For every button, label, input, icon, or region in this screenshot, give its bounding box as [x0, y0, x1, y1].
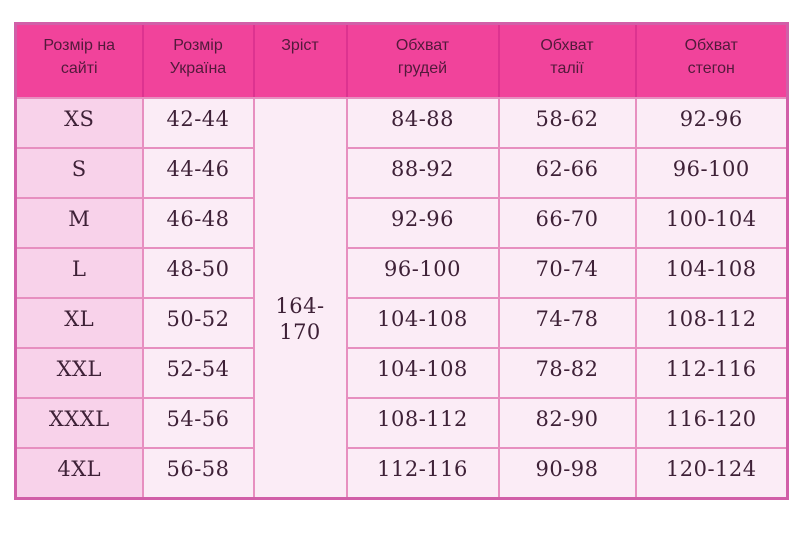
size-chart-table: Розмір на сайті Розмір Україна Зріст Обх… — [14, 22, 789, 500]
column-header-height: Зріст — [252, 22, 348, 99]
table-row: L 48-50 96-100 70-74 104-108 — [14, 247, 789, 299]
cell-waist: 78-82 — [497, 347, 637, 399]
cell-chest: 104-108 — [345, 297, 500, 349]
cell-waist: 66-70 — [497, 197, 637, 249]
table-row: XXL 52-54 104-108 78-82 112-116 — [14, 347, 789, 399]
column-header-size-ukraine: Розмір Україна — [141, 22, 255, 99]
cell-size-site: S — [14, 147, 144, 199]
table-row: M 46-48 92-96 66-70 100-104 — [14, 197, 789, 249]
cell-size-site: M — [14, 197, 144, 249]
cell-chest: 104-108 — [345, 347, 500, 399]
column-header-waist: Обхват талії — [497, 22, 637, 99]
cell-size-ukraine: 46-48 — [141, 197, 255, 249]
cell-chest: 96-100 — [345, 247, 500, 299]
cell-waist: 74-78 — [497, 297, 637, 349]
cell-size-site: XS — [14, 97, 144, 149]
cell-size-ukraine: 50-52 — [141, 297, 255, 349]
cell-hips: 96-100 — [634, 147, 789, 199]
cell-size-ukraine: 56-58 — [141, 447, 255, 499]
table-row: XXXL 54-56 108-112 82-90 116-120 — [14, 397, 789, 449]
cell-size-ukraine: 42-44 — [141, 97, 255, 149]
cell-waist: 58-62 — [497, 97, 637, 149]
cell-hips: 100-104 — [634, 197, 789, 249]
cell-height-merged: 164-170 — [252, 97, 348, 499]
cell-hips: 104-108 — [634, 247, 789, 299]
cell-chest: 112-116 — [345, 447, 500, 499]
cell-size-ukraine: 54-56 — [141, 397, 255, 449]
cell-size-site: L — [14, 247, 144, 299]
cell-hips: 120-124 — [634, 447, 789, 499]
cell-size-site: XXXL — [14, 397, 144, 449]
cell-waist: 82-90 — [497, 397, 637, 449]
column-header-hips: Обхват стегон — [634, 22, 789, 99]
cell-chest: 84-88 — [345, 97, 500, 149]
cell-waist: 90-98 — [497, 447, 637, 499]
cell-size-ukraine: 52-54 — [141, 347, 255, 399]
cell-size-ukraine: 48-50 — [141, 247, 255, 299]
column-header-chest: Обхват грудей — [345, 22, 500, 99]
column-header-size-site: Розмір на сайті — [14, 22, 144, 99]
cell-hips: 112-116 — [634, 347, 789, 399]
cell-waist: 70-74 — [497, 247, 637, 299]
cell-size-site: XL — [14, 297, 144, 349]
cell-hips: 92-96 — [634, 97, 789, 149]
cell-size-site: 4XL — [14, 447, 144, 499]
table-row: XL 50-52 104-108 74-78 108-112 — [14, 297, 789, 349]
table-row: S 44-46 88-92 62-66 96-100 — [14, 147, 789, 199]
cell-hips: 116-120 — [634, 397, 789, 449]
cell-hips: 108-112 — [634, 297, 789, 349]
header-row: Розмір на сайті Розмір Україна Зріст Обх… — [14, 22, 789, 99]
cell-chest: 92-96 — [345, 197, 500, 249]
cell-chest: 88-92 — [345, 147, 500, 199]
cell-size-site: XXL — [14, 347, 144, 399]
table-row: 4XL 56-58 112-116 90-98 120-124 — [14, 447, 789, 499]
cell-chest: 108-112 — [345, 397, 500, 449]
cell-waist: 62-66 — [497, 147, 637, 199]
cell-size-ukraine: 44-46 — [141, 147, 255, 199]
table-row: XS 42-44 164-170 84-88 58-62 92-96 — [14, 97, 789, 499]
